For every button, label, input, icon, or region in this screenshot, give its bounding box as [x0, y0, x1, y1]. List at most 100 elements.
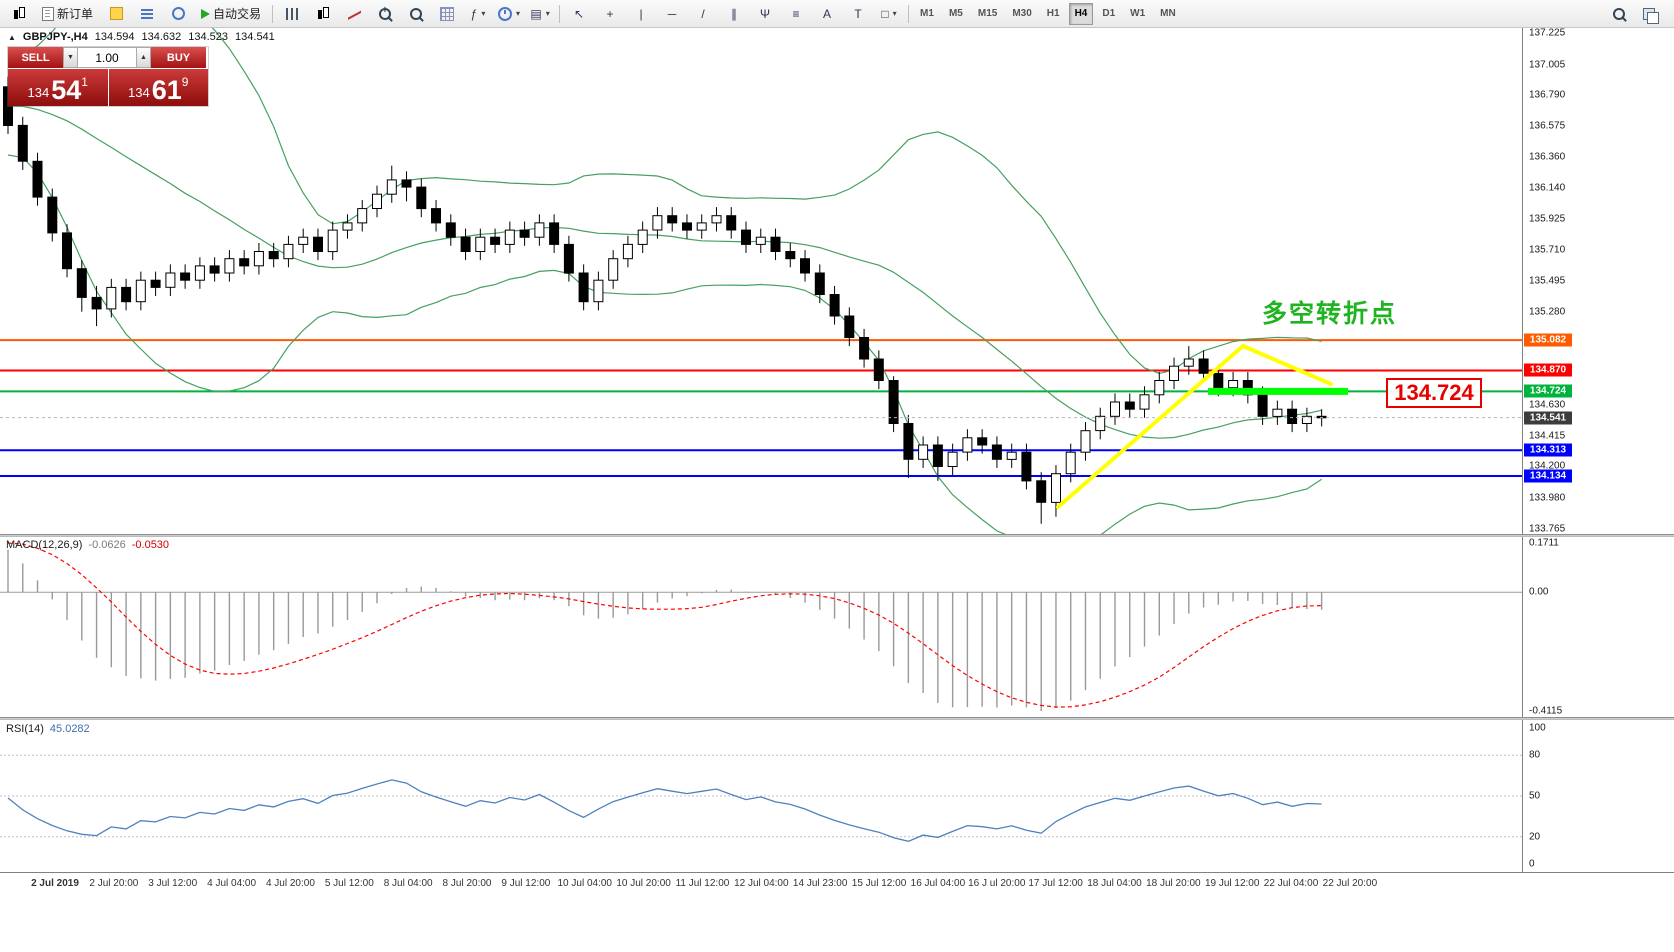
timeframe-h1[interactable]: H1	[1046, 8, 1060, 19]
crosshair-glyph: +	[606, 6, 614, 21]
time-label: 11 Jul 12:00	[675, 878, 730, 889]
zoom-plus-icon	[379, 6, 392, 20]
volume-input[interactable]	[78, 47, 136, 68]
bull-candle	[298, 236, 309, 245]
time-label: 2 Jul 2019	[31, 878, 79, 889]
indicators-button[interactable]: ƒ ▾	[463, 2, 493, 26]
windows-button[interactable]	[1634, 2, 1664, 26]
dropdown-arrow-icon[interactable]: ▾	[892, 9, 897, 18]
bear-candle	[401, 179, 412, 188]
bear-candle	[32, 160, 43, 198]
timeframe-d1[interactable]: D1	[1102, 8, 1116, 19]
volume-increase-button[interactable]: ▲	[136, 47, 151, 68]
bear-candle	[903, 423, 914, 460]
templates-button[interactable]: ▤ ▾	[525, 2, 555, 26]
zoom-out-button[interactable]	[401, 2, 431, 26]
timeframe-m5[interactable]: M5	[948, 8, 963, 19]
line-chart-button[interactable]	[339, 2, 369, 26]
navigator-button[interactable]	[163, 2, 193, 26]
new-order-button[interactable]: 新订单	[35, 2, 100, 26]
timeframe-w1[interactable]: W1	[1130, 8, 1146, 19]
time-label: 9 Jul 12:00	[501, 878, 551, 889]
channel-button[interactable]: ∥	[719, 2, 749, 26]
fibonacci-button[interactable]: ≡	[781, 2, 811, 26]
bars-icon	[286, 7, 299, 20]
timeframe-h4[interactable]: H4	[1068, 2, 1094, 25]
panel-splitter[interactable]	[0, 717, 1674, 720]
turning-point-annotation[interactable]: 多空转折点	[1262, 300, 1398, 328]
bull-candle	[622, 243, 633, 260]
bull-candle	[253, 251, 264, 267]
trendline-button[interactable]: /	[688, 2, 718, 26]
autotrading-button[interactable]: 自动交易	[194, 2, 268, 26]
timeframe-m15[interactable]: M15	[977, 8, 998, 19]
trendline[interactable]	[1241, 344, 1333, 386]
buy-price-prefix: 134	[128, 85, 150, 100]
bull-candle	[918, 444, 929, 460]
sell-price-prefix: 134	[27, 85, 50, 100]
time-label: 8 Jul 04:00	[383, 878, 433, 889]
rsi-name: RSI(14)	[6, 723, 44, 735]
time-label: 8 Jul 20:00	[442, 878, 492, 889]
bar-chart-button[interactable]	[277, 2, 307, 26]
horizontal-line-button[interactable]: ─	[657, 2, 687, 26]
timeframe-mn[interactable]: MN	[1160, 8, 1176, 19]
rsi-scale-label: 80	[1529, 749, 1541, 761]
bull-candle	[755, 236, 766, 245]
macd-panel[interactable]	[0, 537, 1522, 717]
text-glyph: A	[823, 6, 832, 21]
pitchfork-button[interactable]: Ψ	[750, 2, 780, 26]
time-label: 16 J ul 20:00	[968, 878, 1026, 889]
periods-button[interactable]: ▾	[494, 2, 524, 26]
vertical-line-button[interactable]: |	[626, 2, 656, 26]
timeframe-m30[interactable]: M30	[1012, 8, 1032, 19]
candlestick-chart-button[interactable]	[308, 2, 338, 26]
support-highlight-line[interactable]	[1208, 387, 1348, 395]
one-click-trading-panel: SELL ▼ ▲ BUY 134 54 1 134 61 9	[8, 47, 208, 106]
price-callout[interactable]: 134.724	[1386, 378, 1482, 408]
chart-window-button[interactable]	[4, 2, 34, 26]
trendline[interactable]	[1056, 344, 1245, 509]
bull-candle	[1065, 451, 1076, 475]
indicators-glyph: ƒ	[470, 6, 478, 21]
rsi-line	[7, 779, 1322, 842]
dropdown-arrow-icon[interactable]: ▾	[545, 9, 550, 18]
cursor-button[interactable]: ↖	[564, 2, 594, 26]
candles-icon	[317, 7, 330, 20]
dropdown-arrow-icon[interactable]: ▾	[516, 9, 521, 18]
bear-candle	[1198, 358, 1209, 374]
search-button[interactable]	[1604, 2, 1634, 26]
bear-candle	[180, 272, 191, 281]
zoom-in-button[interactable]	[370, 2, 400, 26]
candles-icon	[13, 7, 26, 20]
text-button[interactable]: A	[812, 2, 842, 26]
crosshair-button[interactable]: +	[595, 2, 625, 26]
time-label: 18 Jul 20:00	[1146, 878, 1201, 889]
bear-candle	[563, 243, 574, 274]
time-label: 22 Jul 04:00	[1263, 878, 1319, 889]
bear-candle	[991, 444, 1002, 460]
label-button[interactable]: T	[843, 2, 873, 26]
timeframe-m1[interactable]: M1	[920, 8, 934, 19]
market-watch-button[interactable]	[132, 2, 162, 26]
sell-button[interactable]: SELL	[8, 47, 63, 68]
bull-candle	[386, 179, 397, 195]
rsi-panel[interactable]	[0, 720, 1522, 872]
bear-candle	[859, 337, 870, 360]
bear-candle	[47, 196, 58, 234]
volume-decrease-button[interactable]: ▼	[63, 47, 78, 68]
buy-button[interactable]: BUY	[151, 47, 206, 68]
metaeditor-button[interactable]	[101, 2, 131, 26]
rsi-scale-label: 0	[1529, 858, 1535, 870]
buy-price-button[interactable]: 134 61 9	[108, 69, 208, 106]
trendline-glyph: /	[701, 6, 705, 21]
price-chart[interactable]	[0, 28, 1522, 534]
bull-candle	[372, 193, 382, 209]
shapes-button[interactable]: □ ▾	[874, 2, 904, 26]
grid-button[interactable]	[432, 2, 462, 26]
sell-price-button[interactable]: 134 54 1	[8, 69, 108, 106]
panel-splitter[interactable]	[0, 534, 1674, 537]
price-tick-label: 135.495	[1529, 275, 1566, 287]
dropdown-arrow-icon[interactable]: ▾	[481, 9, 486, 18]
bear-candle	[741, 229, 751, 245]
